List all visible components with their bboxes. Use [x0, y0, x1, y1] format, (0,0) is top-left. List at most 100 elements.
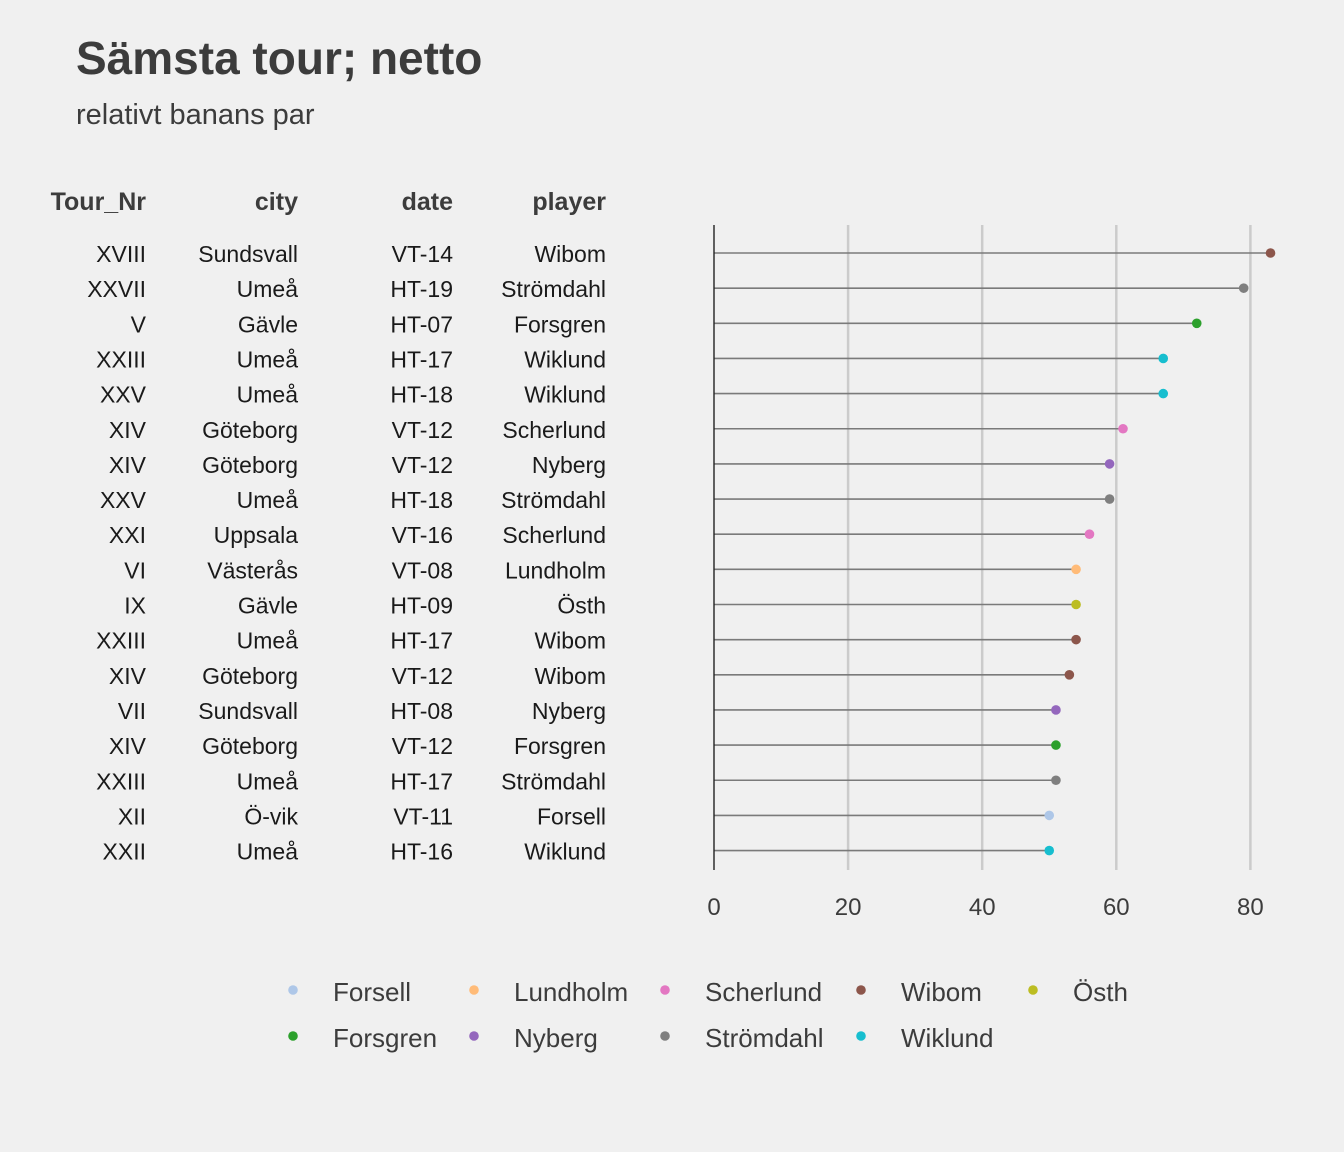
table-cell-date: HT-08	[390, 698, 453, 724]
table-cell-tour: XIV	[109, 733, 147, 759]
table-cell-date: HT-16	[390, 839, 453, 865]
table-cell-tour: XXII	[103, 839, 146, 865]
table-cell-tour: XIV	[109, 452, 147, 478]
legend-label: Wibom	[901, 977, 982, 1007]
table-cell-tour: XXIII	[96, 346, 146, 372]
chart-subtitle: relativt banans par	[76, 99, 315, 131]
grid-lines	[846, 225, 1252, 870]
legend-key	[469, 985, 479, 995]
table-cell-city: Västerås	[207, 557, 298, 583]
table-cell-player: Wibom	[534, 628, 606, 654]
table-cell-city: Umeå	[237, 487, 299, 513]
table-cell-player: Scherlund	[502, 417, 606, 443]
table-cell-date: VT-12	[392, 417, 453, 443]
table-cell-player: Scherlund	[502, 522, 606, 548]
x-tick-label: 0	[707, 894, 720, 921]
legend-label: Scherlund	[705, 977, 822, 1007]
lollipop-point	[1051, 705, 1061, 715]
table-cell-tour: XVIII	[96, 241, 146, 267]
table-cell-city: Umeå	[237, 768, 299, 794]
table-cell-city: Sundsvall	[198, 698, 298, 724]
legend-item: Strömdahl	[660, 1023, 824, 1053]
table-cell-tour: V	[131, 311, 147, 337]
lollipop-point	[1044, 810, 1055, 821]
table-cell-date: VT-16	[392, 522, 453, 548]
lollipop-point	[1071, 564, 1081, 575]
lollipop-point	[1104, 494, 1115, 504]
table-cell-player: Östh	[557, 593, 606, 619]
table-cell-city: Uppsala	[214, 522, 299, 548]
table-cell-tour: XIV	[109, 417, 147, 443]
legend-key	[288, 1031, 298, 1041]
table-cell-date: VT-12	[392, 452, 453, 478]
table-cell-tour: XXI	[109, 522, 146, 548]
x-tick-label: 80	[1237, 894, 1264, 921]
table-cell-tour: XXIII	[96, 768, 146, 794]
table-cell-city: Ö-vik	[244, 803, 298, 829]
lollipop-point	[1158, 353, 1169, 364]
table-rows: XVIII Sundsvall VT-14 Wibom XXVII Umeå HT-19 St…	[87, 241, 606, 865]
legend-key	[660, 985, 670, 995]
column-header-city: city	[255, 188, 298, 216]
legend-item: Wiklund	[856, 1023, 993, 1053]
table-cell-city: Umeå	[237, 276, 299, 302]
lollipop-point	[1118, 423, 1128, 434]
lollipop-point	[1064, 670, 1075, 680]
chart-title: Sämsta tour; netto	[76, 32, 482, 84]
table-cell-player: Forsgren	[514, 733, 606, 759]
table-cell-tour: XXV	[100, 382, 147, 408]
legend-item: Forsgren	[288, 1023, 437, 1053]
legend-key	[856, 1031, 866, 1041]
table-cell-player: Lundholm	[505, 557, 606, 583]
table-cell-player: Nyberg	[532, 698, 606, 724]
legend-label: Nyberg	[514, 1023, 598, 1053]
legend-label: Forsgren	[333, 1023, 437, 1053]
table-cell-player: Wiklund	[524, 839, 606, 865]
legend-item: Forsell	[288, 977, 411, 1007]
legend: Forsell Forsgren Lundholm Nyberg Scherlund St…	[288, 977, 1128, 1053]
chart-marks	[714, 248, 1276, 856]
x-tick-label: 60	[1103, 894, 1130, 921]
x-axis: 0 20 40 60 80	[707, 225, 1264, 921]
lollipop-point	[1158, 388, 1169, 399]
table-cell-date: HT-07	[390, 311, 453, 337]
table-cell-date: VT-08	[392, 557, 453, 583]
table-cell-city: Umeå	[237, 628, 299, 654]
table-cell-tour: XIV	[109, 663, 147, 689]
table-cell-date: HT-18	[390, 382, 453, 408]
legend-key	[469, 1031, 479, 1041]
table-cell-player: Strömdahl	[501, 487, 606, 513]
lollipop-point	[1071, 599, 1081, 610]
legend-label: Lundholm	[514, 977, 628, 1007]
lollipop-point	[1104, 459, 1115, 469]
legend-item: Nyberg	[469, 1023, 598, 1053]
lollipop-point	[1265, 248, 1276, 258]
table-cell-date: VT-12	[392, 733, 453, 759]
lollipop-point	[1051, 775, 1061, 786]
table-cell-date: HT-17	[390, 346, 453, 372]
table-cell-city: Gävle	[238, 593, 298, 619]
legend-key	[1028, 985, 1038, 995]
x-tick-label: 40	[969, 894, 996, 921]
table-cell-tour: VII	[118, 698, 146, 724]
lollipop-point	[1238, 283, 1249, 293]
table-cell-player: Wibom	[534, 663, 606, 689]
table-cell-date: VT-12	[392, 663, 453, 689]
legend-item: Östh	[1028, 977, 1128, 1007]
table-cell-date: HT-17	[390, 768, 453, 794]
table-cell-player: Wiklund	[524, 346, 606, 372]
legend-label: Strömdahl	[705, 1023, 824, 1053]
table-cell-city: Umeå	[237, 382, 299, 408]
table-cell-date: HT-18	[390, 487, 453, 513]
table-cell-date: HT-19	[390, 276, 453, 302]
table-cell-tour: XXIII	[96, 628, 146, 654]
lollipop-point	[1071, 634, 1081, 645]
table-cell-city: Göteborg	[202, 417, 298, 443]
table-cell-player: Wibom	[534, 241, 606, 267]
table-cell-player: Forsgren	[514, 311, 606, 337]
legend-key	[856, 985, 866, 995]
lollipop-point	[1051, 740, 1061, 750]
table-cell-tour: XII	[118, 803, 146, 829]
lollipop-point	[1084, 529, 1095, 539]
